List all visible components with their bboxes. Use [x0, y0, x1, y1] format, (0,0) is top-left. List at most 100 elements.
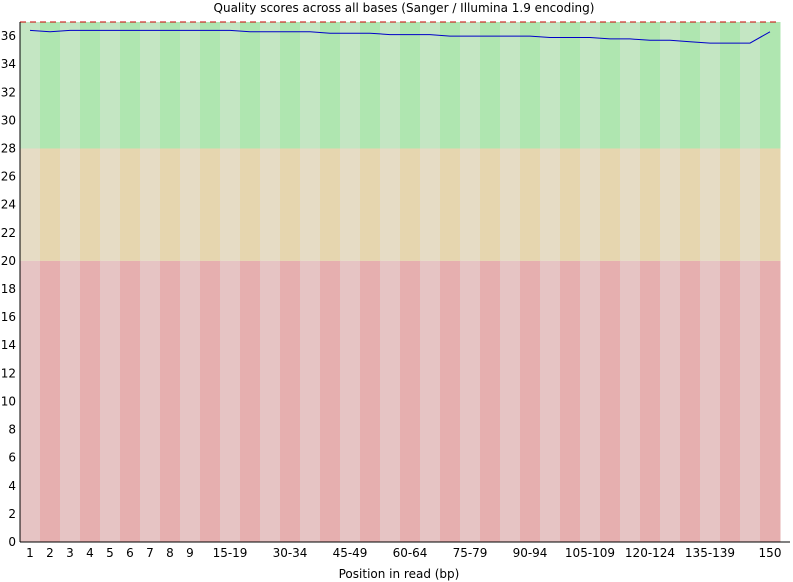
y-tick-label: 16 — [1, 310, 16, 324]
band-cell-0-28 — [580, 22, 601, 149]
band-cell-1-4 — [100, 148, 121, 261]
band-cell-2-23 — [480, 260, 501, 542]
x-tick-label: 4 — [86, 546, 94, 560]
band-cell-1-36 — [740, 148, 761, 261]
band-cell-0-31 — [640, 22, 661, 149]
band-cell-0-25 — [520, 22, 541, 149]
band-cell-1-11 — [240, 148, 261, 261]
band-cell-1-27 — [560, 148, 581, 261]
band-cell-1-16 — [340, 148, 361, 261]
band-cell-0-11 — [240, 22, 261, 149]
band-cell-1-23 — [480, 148, 501, 261]
band-cell-1-28 — [580, 148, 601, 261]
band-cell-2-1 — [40, 260, 61, 542]
x-tick-label: 30-34 — [273, 546, 308, 560]
x-tick-label: 120-124 — [625, 546, 675, 560]
y-tick-label: 32 — [1, 85, 16, 99]
y-tick-label: 30 — [1, 113, 16, 127]
band-cell-0-37 — [760, 22, 781, 149]
x-tick-label: 45-49 — [333, 546, 368, 560]
band-cell-2-22 — [460, 260, 481, 542]
y-tick-label: 14 — [1, 338, 16, 352]
x-tick-label: 5 — [106, 546, 114, 560]
x-tick-label: 2 — [46, 546, 54, 560]
band-cell-2-12 — [260, 260, 281, 542]
y-tick-label: 34 — [1, 57, 16, 71]
band-cell-0-32 — [660, 22, 681, 149]
band-cell-1-18 — [380, 148, 401, 261]
x-tick-label: 1 — [26, 546, 34, 560]
band-cell-1-21 — [440, 148, 461, 261]
band-cell-2-13 — [280, 260, 301, 542]
band-cell-1-20 — [420, 148, 441, 261]
band-cell-0-2 — [60, 22, 81, 149]
x-tick-label: 7 — [146, 546, 154, 560]
band-cell-0-5 — [120, 22, 141, 149]
band-cell-1-15 — [320, 148, 341, 261]
axes — [19, 22, 790, 543]
band-cell-1-24 — [500, 148, 521, 261]
band-cell-0-17 — [360, 22, 381, 149]
band-cell-1-9 — [200, 148, 221, 261]
band-cell-2-4 — [100, 260, 121, 542]
band-cell-1-17 — [360, 148, 381, 261]
band-cell-2-11 — [240, 260, 261, 542]
chart-title: Quality scores across all bases (Sanger … — [214, 1, 595, 15]
y-tick-label: 24 — [1, 198, 16, 212]
band-cell-0-19 — [400, 22, 421, 149]
band-cell-2-0 — [20, 260, 41, 542]
band-cell-2-20 — [420, 260, 441, 542]
band-cell-0-34 — [700, 22, 721, 149]
x-tick-label: 60-64 — [393, 546, 428, 560]
band-cell-0-1 — [40, 22, 61, 149]
band-cell-0-7 — [160, 22, 181, 149]
x-tick-label: 90-94 — [513, 546, 548, 560]
band-cell-0-35 — [720, 22, 741, 149]
band-cell-2-10 — [220, 260, 241, 542]
band-cell-2-2 — [60, 260, 81, 542]
y-tick-label: 26 — [1, 170, 16, 184]
band-cell-2-9 — [200, 260, 221, 542]
band-cell-0-21 — [440, 22, 461, 149]
band-cell-2-25 — [520, 260, 541, 542]
band-cell-1-32 — [660, 148, 681, 261]
x-axis-label: Position in read (bp) — [339, 567, 460, 581]
y-tick-label: 6 — [8, 451, 16, 465]
band-cell-1-14 — [300, 148, 321, 261]
band-cell-1-5 — [120, 148, 141, 261]
band-cell-1-31 — [640, 148, 661, 261]
y-tick-label: 22 — [1, 226, 16, 240]
band-cell-2-30 — [620, 260, 641, 542]
band-cell-2-16 — [340, 260, 361, 542]
band-cell-0-24 — [500, 22, 521, 149]
band-cell-2-21 — [440, 260, 461, 542]
band-cell-1-34 — [700, 148, 721, 261]
band-cell-0-12 — [260, 22, 281, 149]
band-cell-2-29 — [600, 260, 621, 542]
band-cell-1-35 — [720, 148, 741, 261]
band-cell-1-7 — [160, 148, 181, 261]
band-cell-0-3 — [80, 22, 101, 149]
y-tick-label: 28 — [1, 141, 16, 155]
band-cell-2-27 — [560, 260, 581, 542]
band-cell-0-14 — [300, 22, 321, 149]
band-cell-0-6 — [140, 22, 161, 149]
band-cell-2-31 — [640, 260, 661, 542]
band-cell-0-29 — [600, 22, 621, 149]
band-cell-2-19 — [400, 260, 421, 542]
y-tick-label: 10 — [1, 394, 16, 408]
band-cell-1-26 — [540, 148, 561, 261]
y-tick-label: 12 — [1, 366, 16, 380]
band-cell-2-34 — [700, 260, 721, 542]
band-cell-0-23 — [480, 22, 501, 149]
x-tick-label: 8 — [166, 546, 174, 560]
band-cell-2-17 — [360, 260, 381, 542]
band-cell-1-6 — [140, 148, 161, 261]
band-cell-2-32 — [660, 260, 681, 542]
band-cell-1-12 — [260, 148, 281, 261]
band-cell-0-22 — [460, 22, 481, 149]
band-cell-2-18 — [380, 260, 401, 542]
band-cell-1-29 — [600, 148, 621, 261]
